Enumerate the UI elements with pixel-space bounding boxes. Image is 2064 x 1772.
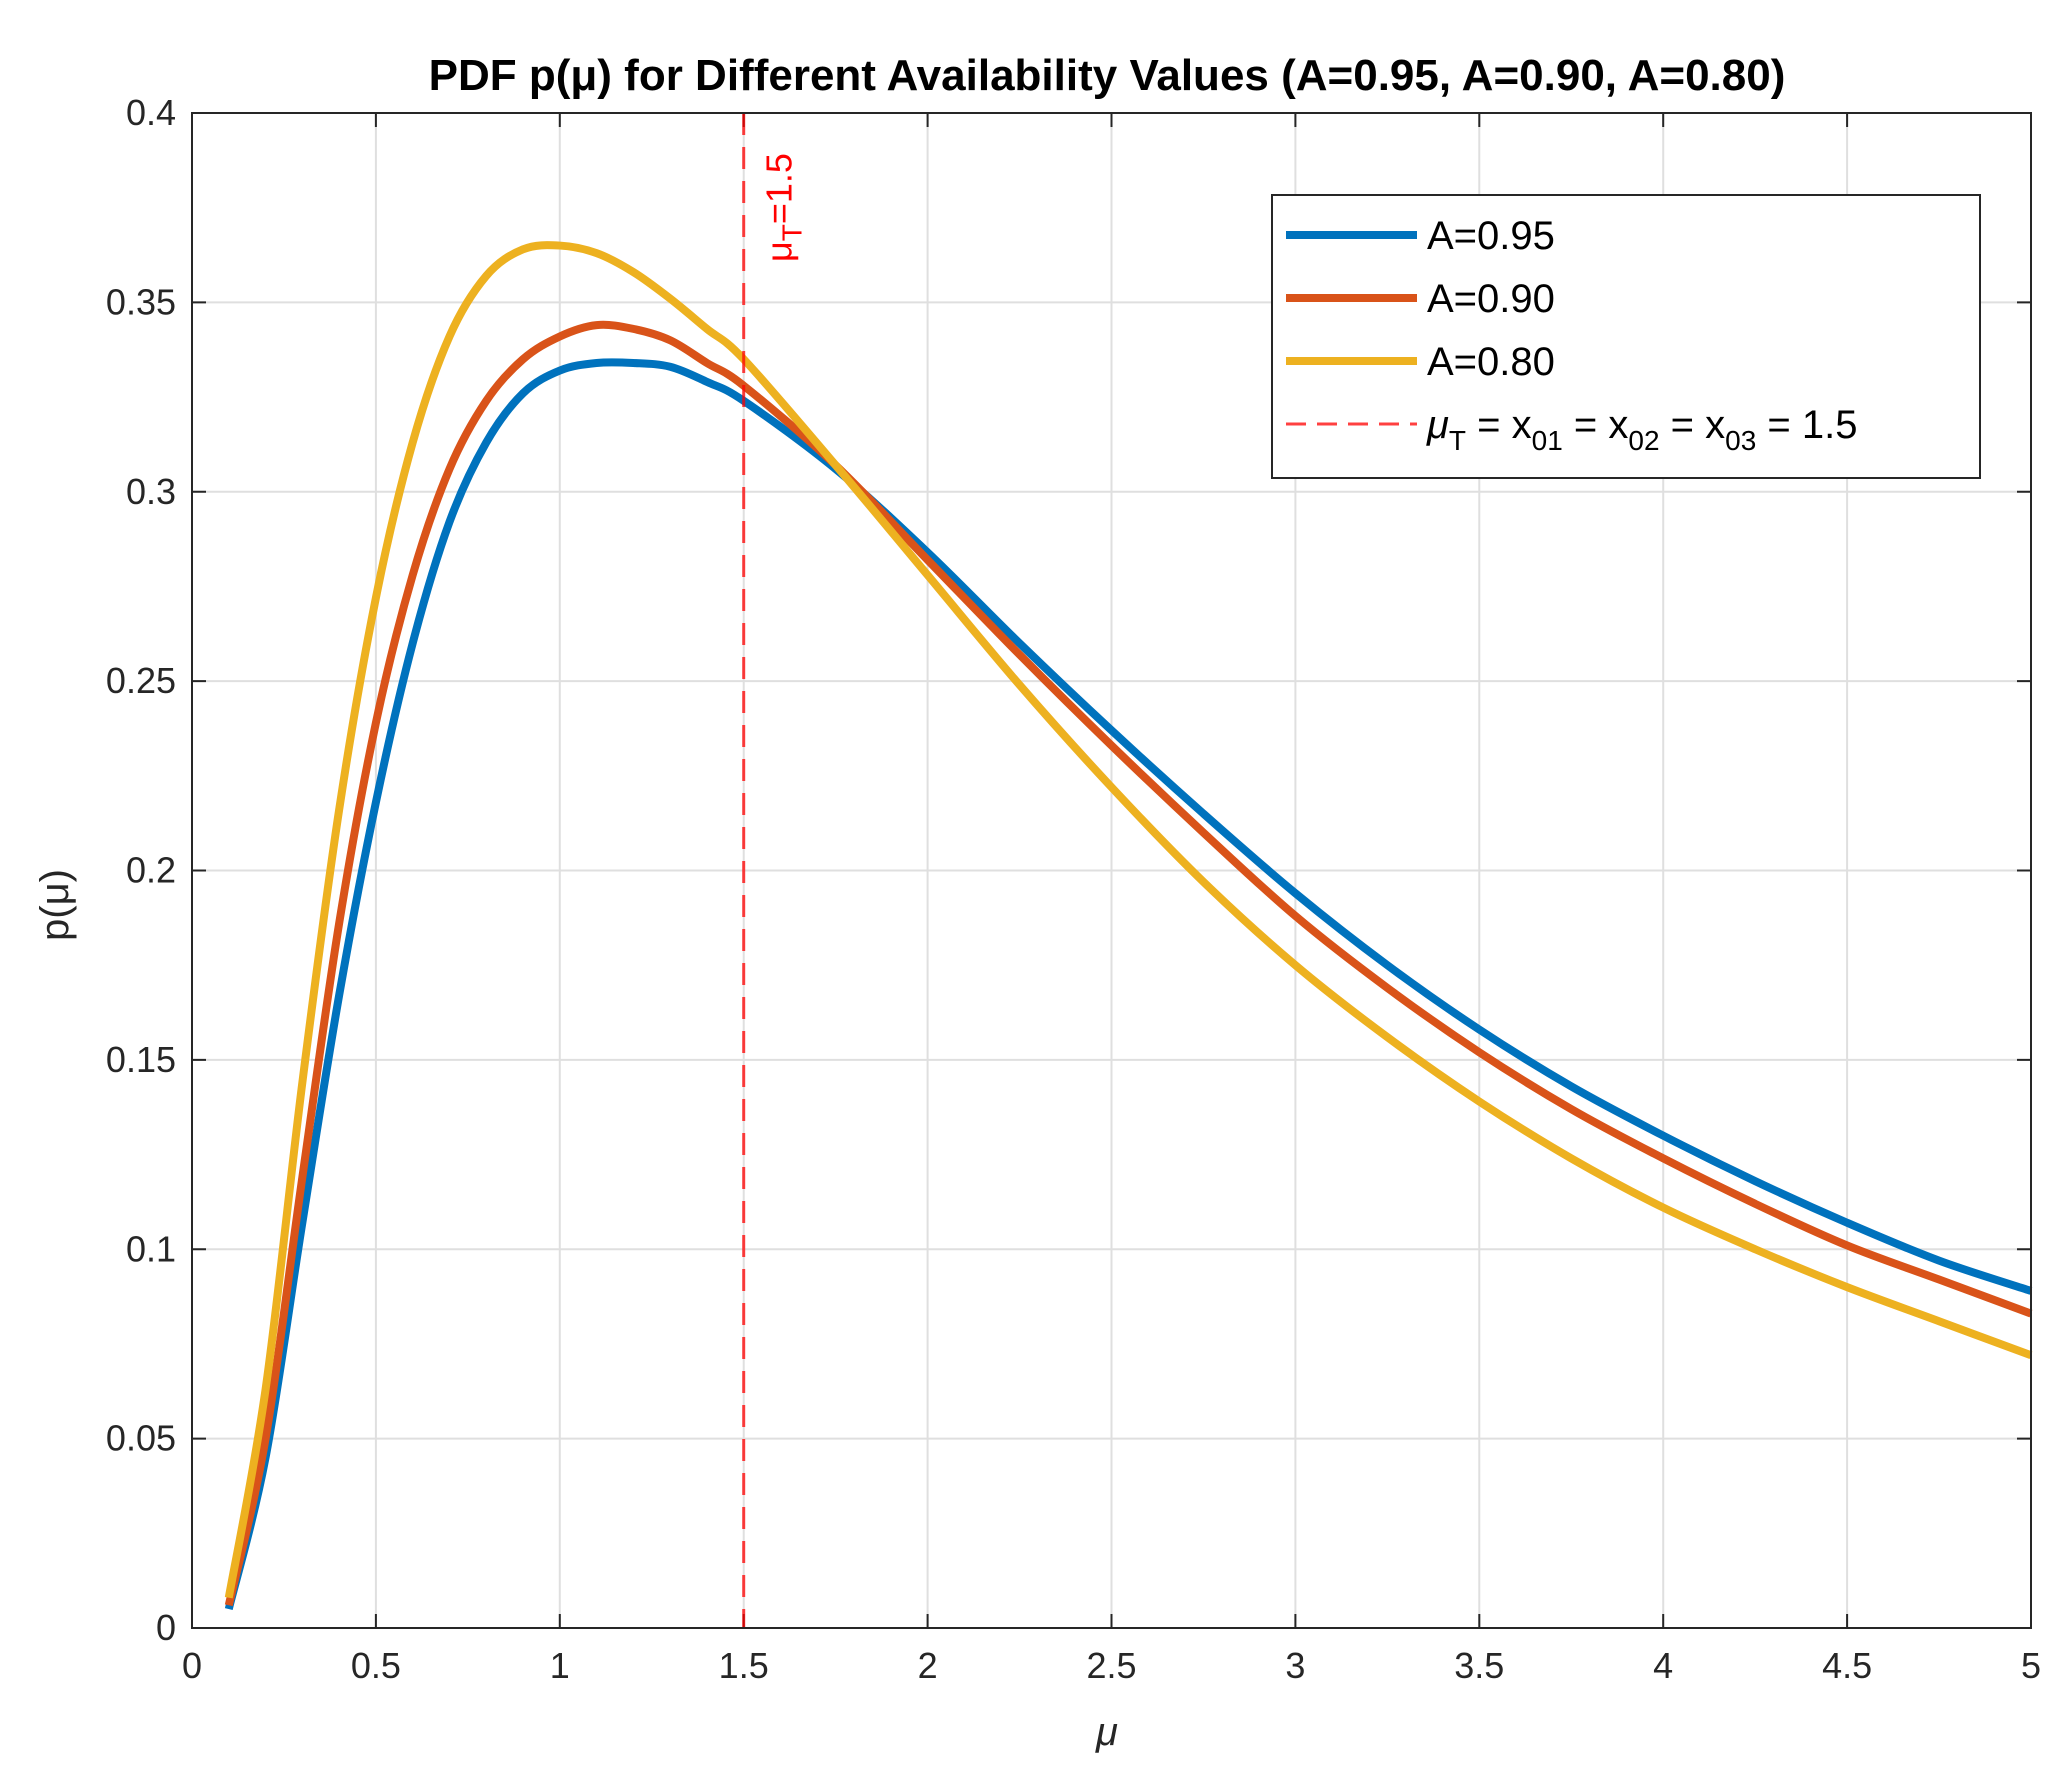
annotation-rest: =1.5 — [759, 153, 800, 224]
legend-reference-part: = 1.5 — [1756, 403, 1857, 447]
legend-label: A=0.80 — [1427, 340, 1555, 384]
x-tick-label: 4 — [1653, 1645, 1673, 1686]
series-layer — [224, 241, 2033, 1611]
y-tick-label: 0.1 — [126, 1228, 176, 1269]
x-tick-label: 4.5 — [1822, 1645, 1872, 1686]
reference-layer: μT=1.5 — [742, 113, 808, 1628]
reference-annotation: μT=1.5 — [759, 153, 808, 262]
legend-reference-part: 02 — [1628, 425, 1659, 456]
y-tick-label: 0.25 — [106, 660, 176, 701]
annotation-sub: T — [777, 224, 808, 241]
y-tick-label: 0.15 — [106, 1039, 176, 1080]
series-line-A-0-95 — [224, 358, 2033, 1611]
x-tick-labels: 0 0.5 1 1.5 2 2.5 3 3.5 4 4.5 5 — [182, 1645, 2041, 1686]
series-line-A-0-90 — [224, 320, 2033, 1607]
legend-reference-part: = x — [1660, 403, 1726, 447]
series-line-A-0-80 — [224, 241, 2033, 1599]
chart-title: PDF p(μ) for Different Availability Valu… — [429, 51, 1786, 100]
x-tick-label: 3 — [1285, 1645, 1305, 1686]
x-tick-label: 5 — [2021, 1645, 2041, 1686]
legend-label: A=0.95 — [1427, 214, 1555, 258]
legend-reference-part: 01 — [1532, 425, 1563, 456]
y-tick-label: 0 — [156, 1607, 176, 1648]
legend-reference-part: = x — [1466, 403, 1532, 447]
x-tick-label: 0 — [182, 1645, 202, 1686]
y-tick-label: 0.4 — [126, 92, 176, 133]
x-tick-label: 2 — [918, 1645, 938, 1686]
legend-reference-part: 03 — [1725, 425, 1756, 456]
legend-reference-part: = x — [1563, 403, 1629, 447]
legend-reference-part: μ — [1426, 403, 1449, 447]
plot-frame — [191, 112, 2032, 1629]
y-tick-label: 0.2 — [126, 850, 176, 891]
y-tick-labels: 0 0.05 0.1 0.15 0.2 0.25 0.3 0.35 0.4 — [106, 92, 176, 1648]
y-tick-label: 0.3 — [126, 471, 176, 512]
legend-label: A=0.90 — [1427, 277, 1555, 321]
y-tick-label: 0.35 — [106, 281, 176, 322]
x-tick-label: 1.5 — [719, 1645, 769, 1686]
x-tick-label: 1 — [550, 1645, 570, 1686]
annotation-mu: μ — [759, 241, 800, 262]
y-tick-label: 0.05 — [106, 1418, 176, 1459]
x-tick-label: 2.5 — [1086, 1645, 1136, 1686]
legend-label-reference: μT = x01 = x02 = x03 = 1.5 — [1426, 403, 1857, 456]
x-axis-label: μ — [1095, 1710, 1118, 1754]
x-tick-label: 3.5 — [1454, 1645, 1504, 1686]
y-axis-label: p(μ) — [33, 869, 77, 941]
x-tick-label: 0.5 — [351, 1645, 401, 1686]
legend-reference-part: T — [1449, 425, 1466, 456]
legend-box — [1271, 194, 1981, 479]
